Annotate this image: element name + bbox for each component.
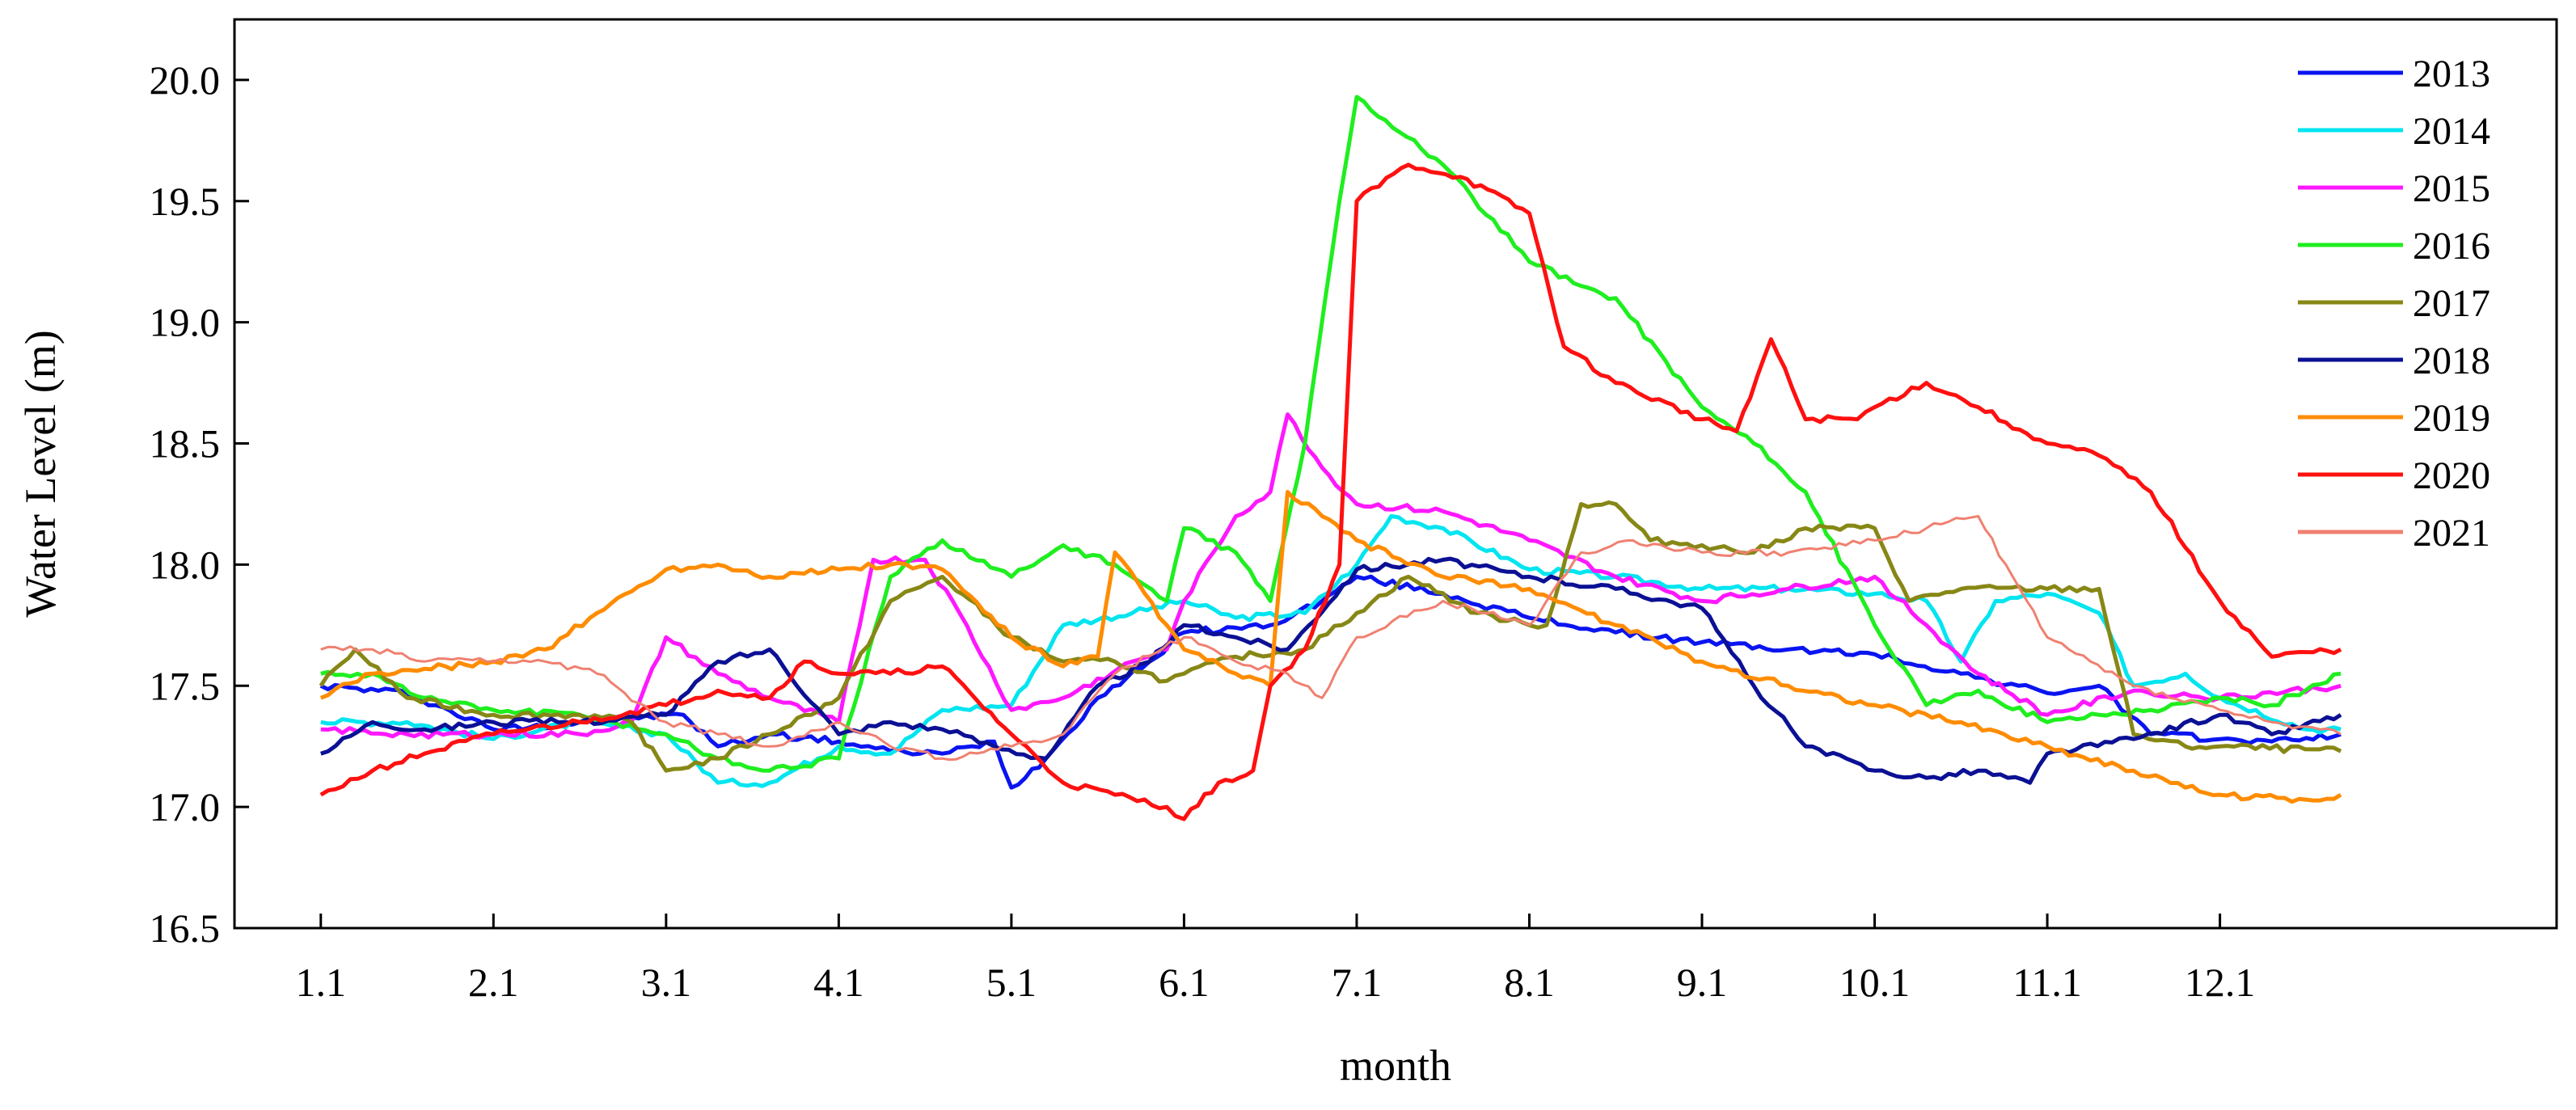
series-line-2021 xyxy=(320,515,2342,762)
x-tick-label: 3.1 xyxy=(641,960,692,1005)
x-tick-label: 6.1 xyxy=(1159,960,1210,1005)
legend-label-2015: 2015 xyxy=(2413,167,2490,210)
legend-label-2013: 2013 xyxy=(2413,53,2490,95)
y-tick-label: 19.5 xyxy=(150,179,221,224)
x-tick-label: 9.1 xyxy=(1677,960,1728,1005)
x-axis: 1.1 2.1 3.1 4.1 5.1 6.1 7.1 8.1 9.1 10.1 11.1 12.1 xyxy=(296,914,2256,1005)
x-tick-label: 5.1 xyxy=(986,960,1037,1005)
legend-label-2018: 2018 xyxy=(2413,340,2490,382)
series-line-2015 xyxy=(320,412,2342,740)
legend: 2013 2014 2015 2016 2017 2018 2019 2020 2021 xyxy=(2298,53,2490,555)
y-tick-label: 20.0 xyxy=(150,57,221,103)
series-layer xyxy=(319,95,2342,821)
x-tick-label: 1.1 xyxy=(296,960,347,1005)
series-line-2014 xyxy=(320,514,2342,788)
y-tick-label: 19.0 xyxy=(150,300,221,345)
x-tick-label: 11.1 xyxy=(2012,960,2082,1005)
series-line-2017 xyxy=(319,500,2342,773)
x-tick-label: 12.1 xyxy=(2185,960,2256,1005)
y-tick-label: 18.5 xyxy=(150,421,221,466)
legend-label-2016: 2016 xyxy=(2413,225,2490,268)
y-tick-label: 18.0 xyxy=(150,542,221,587)
legend-label-2017: 2017 xyxy=(2413,282,2490,325)
x-tick-label: 4.1 xyxy=(813,960,864,1005)
x-tick-label: 2.1 xyxy=(468,960,519,1005)
series-line-2020 xyxy=(319,162,2342,821)
series-line-2019 xyxy=(319,490,2342,804)
legend-label-2014: 2014 xyxy=(2413,110,2490,153)
series-line-2018 xyxy=(320,556,2342,785)
x-tick-label: 7.1 xyxy=(1332,960,1383,1005)
y-axis: 16.5 17.0 17.5 18.0 18.5 19.0 19.5 20.0 xyxy=(150,57,249,951)
x-tick-label: 8.1 xyxy=(1504,960,1555,1005)
x-tick-label: 10.1 xyxy=(1839,960,1911,1005)
y-tick-label: 17.5 xyxy=(150,663,221,708)
legend-label-2021: 2021 xyxy=(2413,512,2490,555)
y-tick-label: 17.0 xyxy=(150,784,221,829)
y-tick-label: 16.5 xyxy=(150,905,221,951)
plot-area-frame xyxy=(233,18,2558,930)
series-line-2016 xyxy=(320,95,2342,773)
y-axis-title: Water Level (m) xyxy=(16,330,65,617)
x-axis-title: month xyxy=(1340,1041,1451,1090)
legend-label-2020: 2020 xyxy=(2413,454,2490,497)
legend-label-2019: 2019 xyxy=(2413,397,2490,440)
